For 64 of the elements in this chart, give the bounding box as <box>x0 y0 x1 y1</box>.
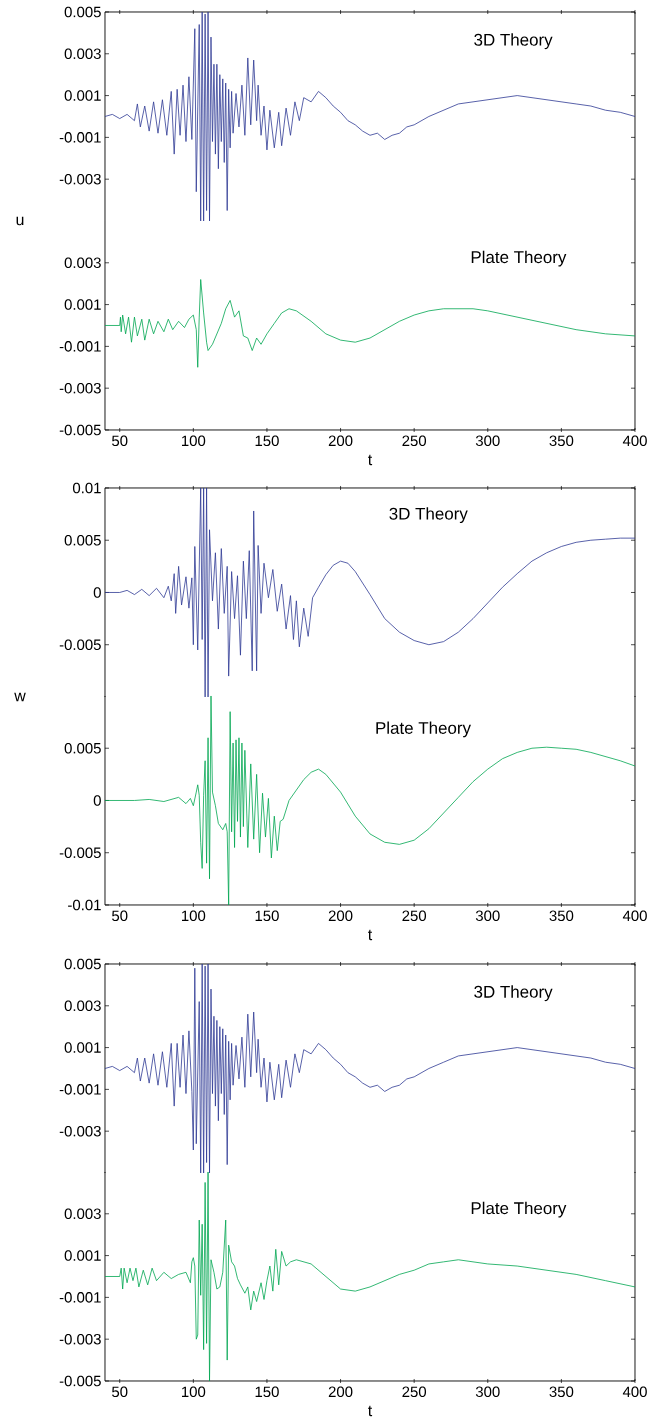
x-tick-label: 50 <box>112 435 128 447</box>
y-tick-label: -0.005 <box>59 1375 101 1387</box>
x-axis-title: t <box>368 1405 373 1417</box>
y-tick-label: 0.003 <box>64 257 101 269</box>
y-tick-label: -0.01 <box>68 899 101 911</box>
y-tick-label: 0.003 <box>64 1000 101 1012</box>
y-tick-label: -0.001 <box>59 1084 101 1095</box>
text: 3D Theory <box>474 33 553 50</box>
y-tick-label: 0.003 <box>64 1208 101 1220</box>
text: Plate Theory <box>471 1201 567 1218</box>
x-tick-label: 400 <box>622 435 647 447</box>
x-tick-label: 300 <box>475 1386 500 1398</box>
y-tick-label: 0.005 <box>64 742 101 754</box>
y-tick-label: 0.005 <box>64 6 101 18</box>
text: Plate Theory <box>376 721 471 738</box>
y-tick-label: 0.001 <box>64 1042 101 1053</box>
x-tick-label: 250 <box>402 435 427 447</box>
y-tick-label: 0.003 <box>64 48 101 60</box>
x-tick-label: 300 <box>475 435 500 447</box>
y-axis-title: u <box>16 216 24 226</box>
text: Plate Theory <box>471 250 567 267</box>
x-tick-label: 300 <box>475 910 500 922</box>
y-tick-label: 0 <box>93 795 101 806</box>
y-tick-label: 0.001 <box>64 90 101 101</box>
y-tick-label: 0 <box>93 587 101 598</box>
y-axis-title: w <box>14 692 26 702</box>
x-tick-label: 200 <box>328 910 353 922</box>
y-tick-label: -0.001 <box>59 1292 101 1303</box>
x-tick-label: 100 <box>182 910 206 922</box>
x-tick-label: 100 <box>182 435 206 447</box>
y-tick-label: 0.001 <box>64 1250 101 1261</box>
x-tick-label: 350 <box>549 910 574 922</box>
y-tick-label: 0.001 <box>64 299 101 310</box>
y-tick-label: -0.003 <box>59 382 101 394</box>
x-tick-label: 50 <box>112 1386 128 1398</box>
y-tick-label: -0.003 <box>59 1333 101 1345</box>
x-tick-label: 50 <box>112 910 128 922</box>
x-tick-label: 150 <box>255 910 279 922</box>
x-tick-label: 150 <box>255 1386 279 1398</box>
x-tick-label: 400 <box>622 910 647 922</box>
y-tick-label: -0.003 <box>59 1125 101 1137</box>
x-tick-label: 200 <box>328 1386 353 1398</box>
x-tick-label: 250 <box>402 910 427 922</box>
line-series <box>104 487 636 698</box>
x-tick-label: 100 <box>182 1386 206 1398</box>
x-axis-title: t <box>368 454 373 466</box>
y-tick-label: 0.005 <box>64 534 101 546</box>
x-axis-title: t <box>368 929 373 941</box>
x-tick-label: 350 <box>549 435 574 447</box>
y-tick-label: -0.001 <box>59 132 101 143</box>
y-tick-label: 0.01 <box>72 482 101 494</box>
x-tick-label: 250 <box>402 1386 427 1398</box>
y-tick-label: 0.005 <box>64 958 101 970</box>
x-tick-label: 350 <box>549 1386 574 1398</box>
y-tick-label: -0.005 <box>59 847 101 859</box>
y-tick-label: -0.003 <box>59 173 101 185</box>
x-tick-label: 400 <box>622 1386 647 1398</box>
x-tick-label: 150 <box>255 435 279 447</box>
y-tick-label: -0.005 <box>59 639 101 651</box>
y-tick-label: -0.001 <box>59 341 101 352</box>
x-tick-label: 200 <box>328 435 353 447</box>
y-tick-label: -0.005 <box>59 424 101 436</box>
text: 3D Theory <box>474 985 553 1002</box>
text: 3D Theory <box>389 507 468 524</box>
